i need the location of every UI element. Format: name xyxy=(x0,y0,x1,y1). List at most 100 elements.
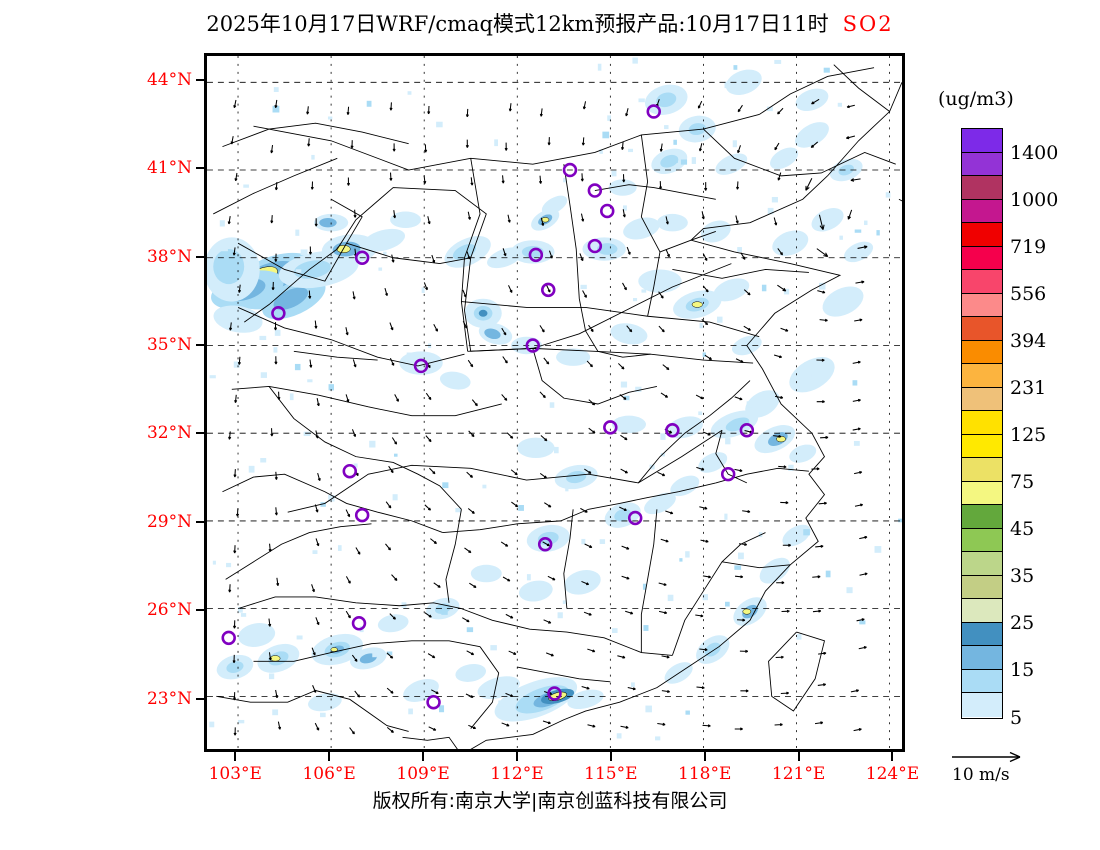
city-marker[interactable] xyxy=(426,694,441,710)
wind-vector xyxy=(268,652,272,661)
boundary-line xyxy=(637,380,751,484)
city-marker[interactable] xyxy=(221,630,236,646)
wind-vector xyxy=(431,689,439,695)
concentration-cell xyxy=(226,562,232,568)
wind-vector xyxy=(506,432,514,439)
concentration-blob xyxy=(452,244,477,260)
city-marker[interactable] xyxy=(587,238,603,254)
forecast-map[interactable] xyxy=(204,53,905,752)
boundary-line xyxy=(237,198,363,282)
wind-vector xyxy=(232,654,236,664)
concentration-cell xyxy=(328,494,335,502)
wind-vector xyxy=(805,178,813,191)
wind-vector xyxy=(698,143,703,152)
concentration-cell xyxy=(518,505,524,511)
colorbar-tick-label: 125 xyxy=(1010,424,1047,447)
boundary-line xyxy=(898,198,902,202)
boundary-line xyxy=(222,122,409,148)
wind-vector xyxy=(816,358,825,362)
wind-vector xyxy=(547,575,556,581)
city-marker[interactable] xyxy=(354,250,370,265)
concentration-blob xyxy=(270,655,281,662)
wind-vector xyxy=(386,687,394,694)
wind-vector xyxy=(853,727,862,732)
city-marker[interactable] xyxy=(627,510,643,526)
wind-vector xyxy=(846,104,855,109)
boundary-line xyxy=(768,631,826,712)
city-marker[interactable] xyxy=(528,247,544,263)
wind-vector xyxy=(586,360,593,368)
wind-vector xyxy=(545,652,554,657)
city-marker[interactable] xyxy=(537,537,553,552)
wind-vector xyxy=(660,538,669,543)
wind-vector xyxy=(462,617,470,623)
wind-vector xyxy=(274,181,278,191)
wind-vector xyxy=(306,106,310,115)
city-marker[interactable] xyxy=(587,183,603,198)
city-marker[interactable] xyxy=(351,616,367,631)
city-marker[interactable] xyxy=(665,423,680,438)
wind-vector xyxy=(351,654,358,662)
wind-vector xyxy=(462,321,468,329)
wind-vector xyxy=(626,325,633,333)
city-marker[interactable] xyxy=(525,338,541,353)
city-marker[interactable] xyxy=(739,423,755,438)
city-marker[interactable] xyxy=(562,162,578,178)
city-marker[interactable] xyxy=(720,466,736,482)
city-marker[interactable] xyxy=(354,507,370,523)
wind-vector xyxy=(580,213,585,222)
wind-vector xyxy=(233,99,237,109)
boundary-line xyxy=(213,157,338,215)
boundary-line xyxy=(225,523,372,580)
wind-vector xyxy=(582,101,587,110)
concentration-cell xyxy=(273,347,278,353)
colorbar-band xyxy=(962,176,1002,200)
wind-vector xyxy=(232,620,237,629)
concentration-cell xyxy=(623,395,630,401)
wind-scale-arrow-icon xyxy=(952,751,1021,763)
wind-vector xyxy=(235,508,240,517)
wind-vector xyxy=(539,391,546,399)
latitude-tick xyxy=(196,255,205,258)
concentration-cell xyxy=(442,482,449,489)
city-marker[interactable] xyxy=(342,463,358,479)
wind-vector xyxy=(659,143,663,152)
wind-vector xyxy=(227,216,231,225)
city-marker[interactable] xyxy=(547,686,562,701)
title-species-label: SO2 xyxy=(842,12,894,36)
concentration-blob xyxy=(238,623,276,647)
wind-vector xyxy=(695,614,704,618)
colorbar[interactable] xyxy=(961,128,1003,719)
concentration-cell xyxy=(819,282,826,290)
wind-vector xyxy=(620,434,628,441)
concentration-cell xyxy=(607,115,612,121)
concentration-cell xyxy=(406,352,413,359)
city-marker[interactable] xyxy=(646,104,661,119)
concentration-blob xyxy=(666,416,703,439)
boundary-line xyxy=(461,301,760,338)
copyright-footer: 版权所有:南京大学|南京创蓝科技有限公司 xyxy=(372,790,728,812)
wind-vector xyxy=(621,575,630,580)
wind-vector xyxy=(617,655,626,659)
wind-vector xyxy=(781,609,790,613)
wind-vector xyxy=(854,503,864,507)
wind-vector xyxy=(315,538,320,547)
city-marker[interactable] xyxy=(603,420,618,435)
wind-vector xyxy=(661,689,670,693)
concentration-cell xyxy=(300,249,308,255)
concentration-blob xyxy=(644,492,676,515)
city-marker[interactable] xyxy=(600,203,615,219)
wind-vector xyxy=(812,575,821,579)
city-marker[interactable] xyxy=(413,358,429,374)
concentration-cell xyxy=(369,440,376,448)
concentration-cell xyxy=(296,635,303,640)
boundary-line xyxy=(671,532,766,656)
concentration-cell xyxy=(212,560,216,565)
wind-vector xyxy=(427,216,431,225)
city-markers-layer xyxy=(221,104,755,710)
wind-vector xyxy=(471,399,478,407)
city-marker[interactable] xyxy=(541,282,556,298)
city-marker[interactable] xyxy=(271,306,286,321)
concentration-blob xyxy=(614,508,632,522)
concentration-cell xyxy=(237,719,245,724)
